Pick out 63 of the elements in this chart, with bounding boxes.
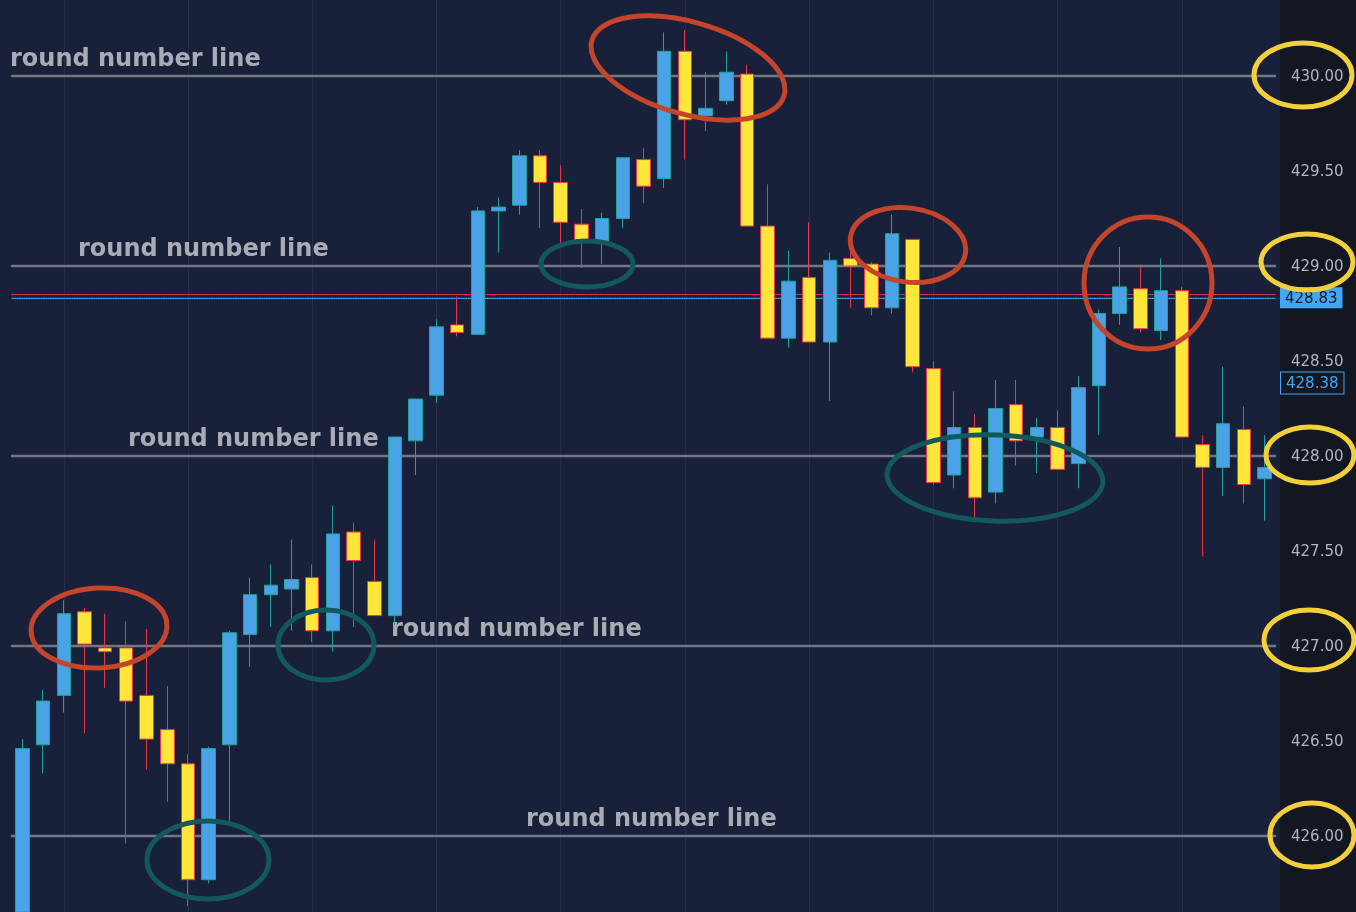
candlestick [1112,246,1127,326]
candlestick [491,197,506,254]
candlestick [636,147,651,204]
candlestick [98,613,112,689]
candlestick [222,630,237,822]
candlestick [264,563,278,628]
candlestick [181,753,195,907]
y-tick-label: 427.00 [1291,637,1344,655]
candlestick [1216,366,1230,497]
candlestick [305,563,319,643]
candlestick [968,413,982,520]
candlestick [284,539,299,632]
y-tick-label: 429.00 [1291,257,1344,275]
candlestick [139,628,154,770]
candlestick [243,577,257,668]
y-tick-label: 426.50 [1291,732,1344,750]
y-tick-label: 428.00 [1291,447,1344,465]
candlestick [616,157,630,229]
candlestick [988,379,1003,504]
candlestick [574,208,589,269]
candlestick [553,164,568,246]
candlestick [15,738,30,912]
candlestick [1257,434,1272,522]
candlestick [119,620,133,845]
candlestick [36,689,50,774]
candlestick [657,31,671,189]
text: 428.38 [1286,374,1339,392]
candlestick [926,360,941,485]
candlestick [346,522,361,628]
candlestick [740,64,754,227]
ref-line-label: 428.83 [1285,288,1338,307]
candlestick [678,29,692,161]
candlestick [1237,406,1251,504]
candlestick [1071,375,1086,489]
candlestick [160,685,175,803]
candlestick [719,50,734,105]
y-tick-label: 429.50 [1291,162,1344,180]
candlestick [367,539,382,617]
ref-line-label: round number line [10,44,261,72]
candlestick [698,71,713,132]
candlestick [1030,417,1044,474]
y-tick-label: 427.50 [1291,542,1344,560]
candlestick [77,607,92,734]
candlestick [1154,257,1168,341]
candlestick [471,206,485,335]
y-tick-label: 428.50 [1291,352,1344,370]
candlestick [326,504,340,653]
candlestick [429,318,444,404]
candlestick [57,599,71,713]
y-tick-label: 430.00 [1291,67,1344,85]
ref-line-label: round number line [128,424,379,452]
candlestick [823,252,837,402]
candlestick [201,746,216,884]
ref-line-label: round number line [526,804,777,832]
candlestick [781,250,796,349]
candlestick [1195,434,1210,558]
candlestick [533,149,547,229]
ref-line-label: round number line [78,234,329,262]
candlestick [408,398,423,476]
ref-line-label: round number line [391,614,642,642]
candlestick [885,214,899,314]
candlestick [512,149,527,216]
y-tick-label: 426.00 [1291,827,1344,845]
